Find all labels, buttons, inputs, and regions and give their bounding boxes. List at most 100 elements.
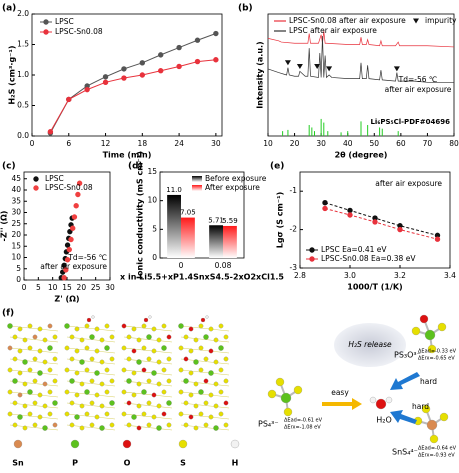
atom xyxy=(27,345,33,351)
atom xyxy=(203,356,209,362)
data-point xyxy=(397,226,403,233)
y-tick-label: 40 xyxy=(11,185,21,194)
atom xyxy=(89,400,95,406)
bond xyxy=(180,358,230,365)
bond xyxy=(9,424,59,431)
data-point xyxy=(66,96,72,103)
data-point xyxy=(213,30,219,37)
x-tick-label: 12 xyxy=(101,139,111,148)
atom xyxy=(64,367,70,373)
plot-frame xyxy=(299,171,451,269)
atom xyxy=(203,400,209,406)
bond xyxy=(123,391,173,398)
y-tick-label: 0 xyxy=(16,275,21,284)
atom xyxy=(91,315,95,319)
y-tick-label: 0.0 xyxy=(17,131,29,140)
data-point xyxy=(194,58,201,65)
x-tick-label: 15 xyxy=(62,283,72,292)
legend-label: LPSC-Sn0.08 Ea=0.38 eV xyxy=(321,254,416,263)
atom xyxy=(27,389,33,395)
x-tick-label: 50 xyxy=(370,139,380,148)
atom xyxy=(151,414,157,420)
bond xyxy=(180,424,230,431)
data-point xyxy=(76,180,83,186)
atom xyxy=(94,414,100,420)
atom xyxy=(126,422,132,428)
y-tick-label: 15 xyxy=(11,241,21,250)
atom xyxy=(121,367,127,373)
atom xyxy=(193,381,199,387)
atom xyxy=(136,403,142,409)
data-point xyxy=(326,66,333,72)
atom xyxy=(223,422,229,428)
atom xyxy=(156,381,162,387)
energy-label: ΔEad=-0.61 eV xyxy=(284,418,323,424)
atom xyxy=(178,389,184,395)
x-tick-label: 0.08 xyxy=(215,261,232,270)
bond xyxy=(9,402,59,409)
x-tick-label: 3.0 xyxy=(344,271,356,280)
value-label: 7.05 xyxy=(180,209,196,217)
atom xyxy=(79,381,85,387)
species-label: PS₄³⁻ xyxy=(258,420,279,429)
legend-label: LPSC-Sn0.08 xyxy=(45,183,93,192)
bond xyxy=(66,358,116,365)
atom xyxy=(7,389,13,395)
atom xyxy=(178,345,184,351)
legend-marker xyxy=(413,18,419,24)
atom xyxy=(136,359,142,365)
x-tick-label: 10 xyxy=(48,283,58,292)
atom xyxy=(22,337,28,343)
y-tick-label: 0.5 xyxy=(17,101,29,110)
atom xyxy=(429,434,439,444)
atom xyxy=(69,356,75,362)
legend-label: LPSC-Sn0.08 xyxy=(55,27,103,36)
data-point xyxy=(121,66,127,72)
y-tick-label: 10 xyxy=(11,253,21,262)
legend-label: impurity xyxy=(425,16,457,25)
atom xyxy=(64,411,70,417)
data-point xyxy=(322,205,328,212)
annotation: after air exposure xyxy=(40,262,107,271)
atom xyxy=(424,329,436,341)
data-point xyxy=(84,86,90,93)
x-tick-label: 2.8 xyxy=(294,271,306,280)
atom xyxy=(42,359,48,365)
x-tick-label: 30 xyxy=(316,139,326,148)
legend-marker xyxy=(43,19,49,25)
data-point xyxy=(102,74,109,80)
atom xyxy=(47,389,53,395)
bond xyxy=(180,369,230,376)
atom xyxy=(267,389,277,399)
atom xyxy=(156,425,162,431)
atom xyxy=(42,381,48,387)
y-tick-label: 20 xyxy=(11,230,21,239)
bond xyxy=(9,391,59,398)
series-line xyxy=(324,202,438,236)
atom xyxy=(161,411,167,417)
atom xyxy=(166,334,172,340)
x-axis-label: 1000/T (1/K) xyxy=(347,283,402,292)
y-tick-label: 1.0 xyxy=(17,70,29,79)
cloud xyxy=(334,323,406,367)
atom xyxy=(42,337,48,343)
data-point xyxy=(372,219,378,225)
data-point xyxy=(158,52,164,58)
value-label: 5.59 xyxy=(222,217,238,225)
atom xyxy=(104,367,110,373)
x-tick-label: 6 xyxy=(66,139,71,148)
legend-swatch xyxy=(192,176,202,182)
bond xyxy=(180,347,230,354)
y-tick-label: 0 xyxy=(152,253,157,262)
y-tick-label: 10 xyxy=(147,196,157,205)
atom xyxy=(99,359,105,365)
atom xyxy=(151,370,157,376)
atom xyxy=(230,439,240,449)
bond xyxy=(180,402,230,409)
data-point xyxy=(322,200,328,206)
atom xyxy=(27,411,33,417)
energy-label: ΔErx=-0.65 eV xyxy=(418,356,455,362)
atom xyxy=(141,367,147,373)
legend-marker xyxy=(309,247,315,253)
bond xyxy=(66,413,116,420)
